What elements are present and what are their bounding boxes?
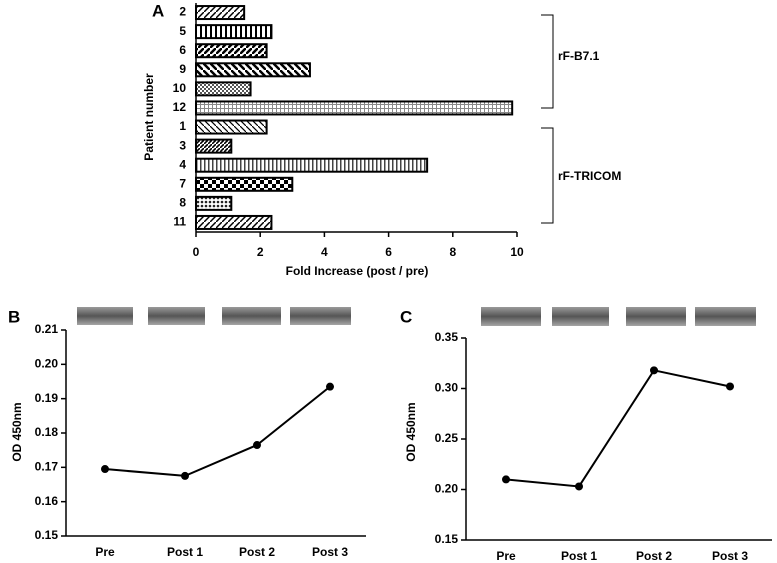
panel-label: A (152, 1, 164, 20)
bar (195, 62, 311, 78)
y-tick-label: 8 (179, 196, 186, 210)
x-tick-label: Post 3 (712, 549, 748, 563)
bar (195, 81, 252, 97)
y-tick-label: 5 (179, 24, 186, 38)
y-tick-label: 0.19 (35, 391, 59, 405)
y-tick-label: 9 (179, 62, 186, 76)
y-tick-label: 12 (173, 100, 187, 114)
y-tick-label: 0.17 (35, 460, 59, 474)
x-tick-label: 8 (449, 245, 456, 259)
y-tick-label: 0.25 (435, 431, 459, 445)
group-label: rF-B7.1 (558, 49, 600, 63)
bar (195, 24, 273, 40)
x-tick-label: Post 2 (636, 549, 672, 563)
x-axis-label: Fold Increase (post / pre) (286, 264, 429, 278)
y-tick-label: 0.30 (435, 381, 459, 395)
bar (195, 43, 268, 59)
bar (195, 5, 246, 21)
x-tick-label: Post 2 (239, 545, 275, 559)
panel-label: C (400, 307, 412, 326)
y-tick-label: 0.15 (35, 528, 59, 542)
y-tick-label: 2 (179, 5, 186, 19)
y-tick-label: 0.18 (35, 425, 59, 439)
group-label: rF-TRICOM (558, 169, 621, 183)
bar (195, 119, 268, 135)
y-tick-label: 0.16 (35, 494, 59, 508)
y-tick-label: 3 (179, 138, 186, 152)
bar (195, 214, 273, 230)
y-axis-label: OD 450nm (10, 402, 24, 461)
y-tick-label: 4 (179, 157, 186, 171)
x-tick-label: 4 (321, 245, 328, 259)
point (253, 441, 261, 450)
line (104, 385, 331, 477)
point (181, 471, 189, 480)
bar (195, 176, 294, 192)
y-tick-label: 7 (179, 176, 186, 190)
y-tick-label: 6 (179, 43, 186, 57)
brackets (541, 14, 554, 224)
y-tick-label: 0.15 (435, 532, 459, 546)
point (650, 366, 658, 375)
y-tick-label: 0.35 (435, 330, 459, 344)
y-axis-label: Patient number (142, 73, 156, 161)
panel-label: B (8, 307, 20, 326)
x-tick-label: 2 (257, 245, 264, 259)
x-tick-label: Post 1 (167, 545, 203, 559)
bar (195, 100, 514, 116)
x-tick-label: Pre (496, 549, 516, 563)
bar (195, 157, 429, 173)
blots (77, 307, 756, 326)
x-tick-label: 10 (510, 245, 524, 259)
x-tick-label: Pre (95, 545, 115, 559)
point (502, 475, 510, 484)
y-axis-label: OD 450nm (404, 402, 418, 461)
y-tick-label: 10 (173, 81, 187, 95)
point (575, 482, 583, 491)
point (726, 382, 734, 391)
y-tick-label: 11 (173, 215, 186, 229)
point (101, 465, 109, 474)
x-tick-label: 0 (193, 245, 200, 259)
x-tick-label: Post 3 (312, 545, 348, 559)
x-tick-label: Post 1 (561, 549, 597, 563)
bar (195, 195, 233, 211)
point (326, 382, 334, 391)
y-tick-label: 0.21 (35, 322, 59, 336)
y-tick-label: 0.20 (435, 482, 459, 496)
y-tick-label: 0.20 (35, 357, 59, 371)
line (505, 369, 731, 488)
bar (195, 138, 233, 154)
x-tick-label: 6 (385, 245, 392, 259)
y-tick-label: 1 (179, 119, 186, 133)
